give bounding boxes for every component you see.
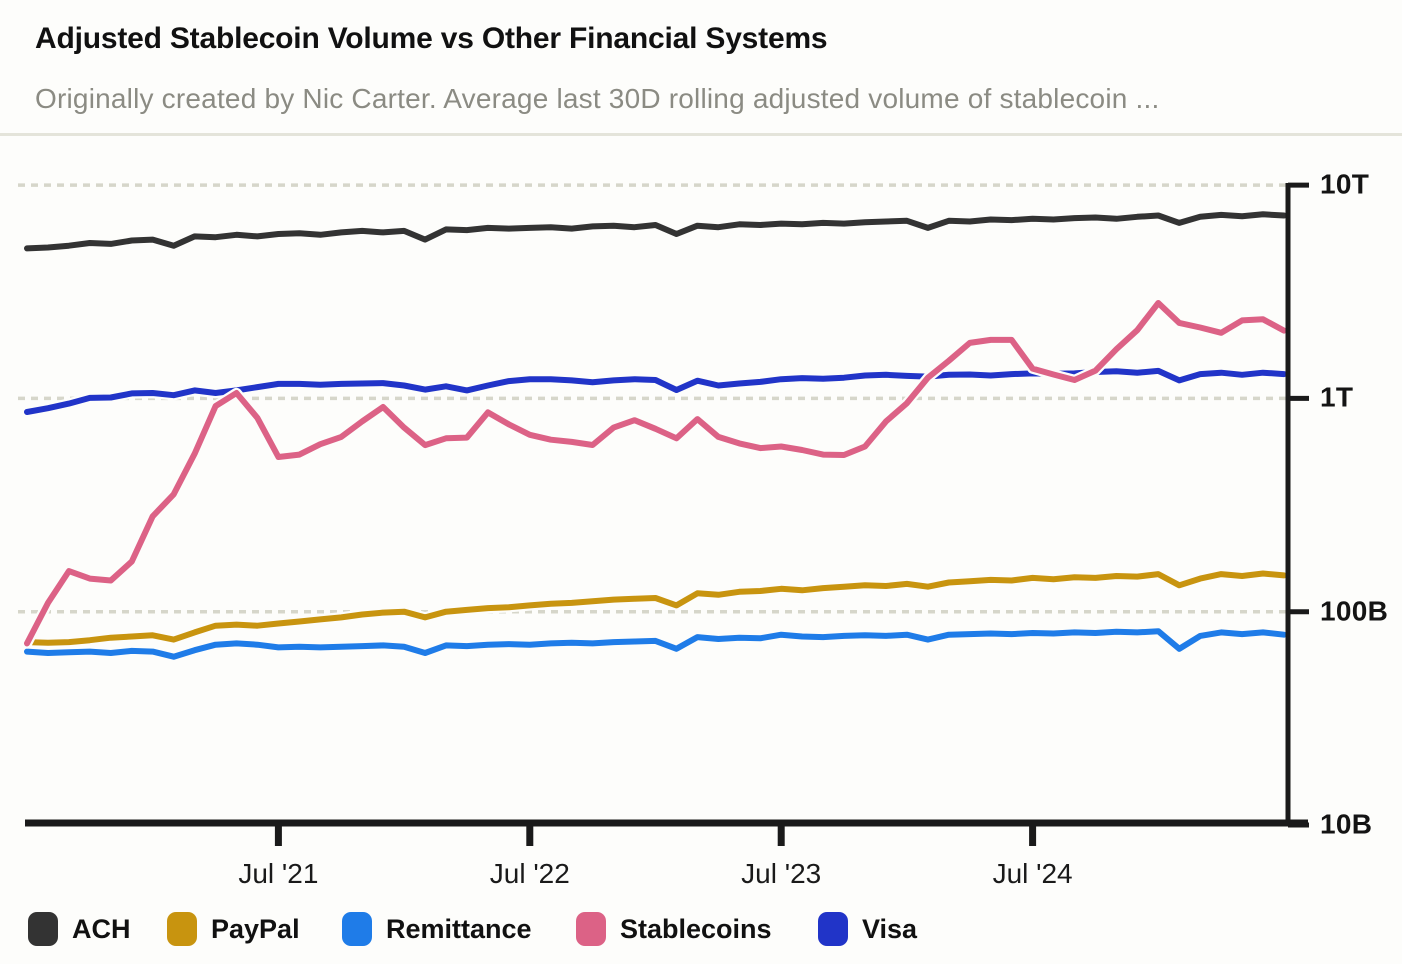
x-axis-label-4: Jul '24 (992, 858, 1073, 889)
x-axis-label-2: Jul '22 (489, 858, 570, 889)
line-paypal (24, 570, 1287, 646)
legend-swatch-remittance (342, 912, 372, 946)
chart-subtitle: Originally created by Nic Carter. Averag… (35, 83, 1160, 114)
line-stablecoins (24, 300, 1287, 647)
line-casing-paypal (21, 568, 1290, 649)
legend-swatch-ach (28, 912, 58, 946)
page-title: Adjusted Stablecoin Volume vs Other Fina… (35, 22, 828, 55)
y-axis-label-10t: 10T (1320, 168, 1370, 200)
legend-label-visa: Visa (862, 914, 918, 944)
line-remittance (24, 628, 1287, 660)
x-axis-label-1: Jul '21 (238, 858, 319, 889)
y-axis-label-10b: 10B (1320, 808, 1373, 840)
legend-label-ach: ACH (72, 914, 131, 944)
y-axis-label-100b: 100B (1320, 595, 1389, 627)
line-casing-stablecoins (21, 297, 1290, 649)
line-casing-remittance (21, 625, 1290, 662)
line-casing-ach (21, 209, 1290, 254)
legend-item-remittance[interactable]: Remittance (342, 912, 532, 946)
legend-item-ach[interactable]: ACH (28, 912, 131, 946)
legend-item-visa[interactable]: Visa (818, 912, 917, 946)
legend-swatch-stablecoins (576, 912, 606, 946)
legend-label-paypal: PayPal (211, 914, 300, 944)
y-axis-label-1t: 1T (1320, 381, 1354, 413)
legend-item-paypal[interactable]: PayPal (167, 912, 300, 946)
legend-swatch-visa (818, 912, 848, 946)
legend-item-stablecoins[interactable]: Stablecoins (576, 912, 772, 946)
line-ach (24, 211, 1287, 252)
legend-label-stablecoins: Stablecoins (620, 914, 772, 944)
x-axis-label-3: Jul '23 (741, 858, 822, 889)
legend-label-remittance: Remittance (386, 914, 532, 944)
header-divider (0, 133, 1402, 136)
line-casing-visa (21, 365, 1290, 418)
line-visa (24, 367, 1287, 415)
legend-swatch-paypal (167, 912, 197, 946)
